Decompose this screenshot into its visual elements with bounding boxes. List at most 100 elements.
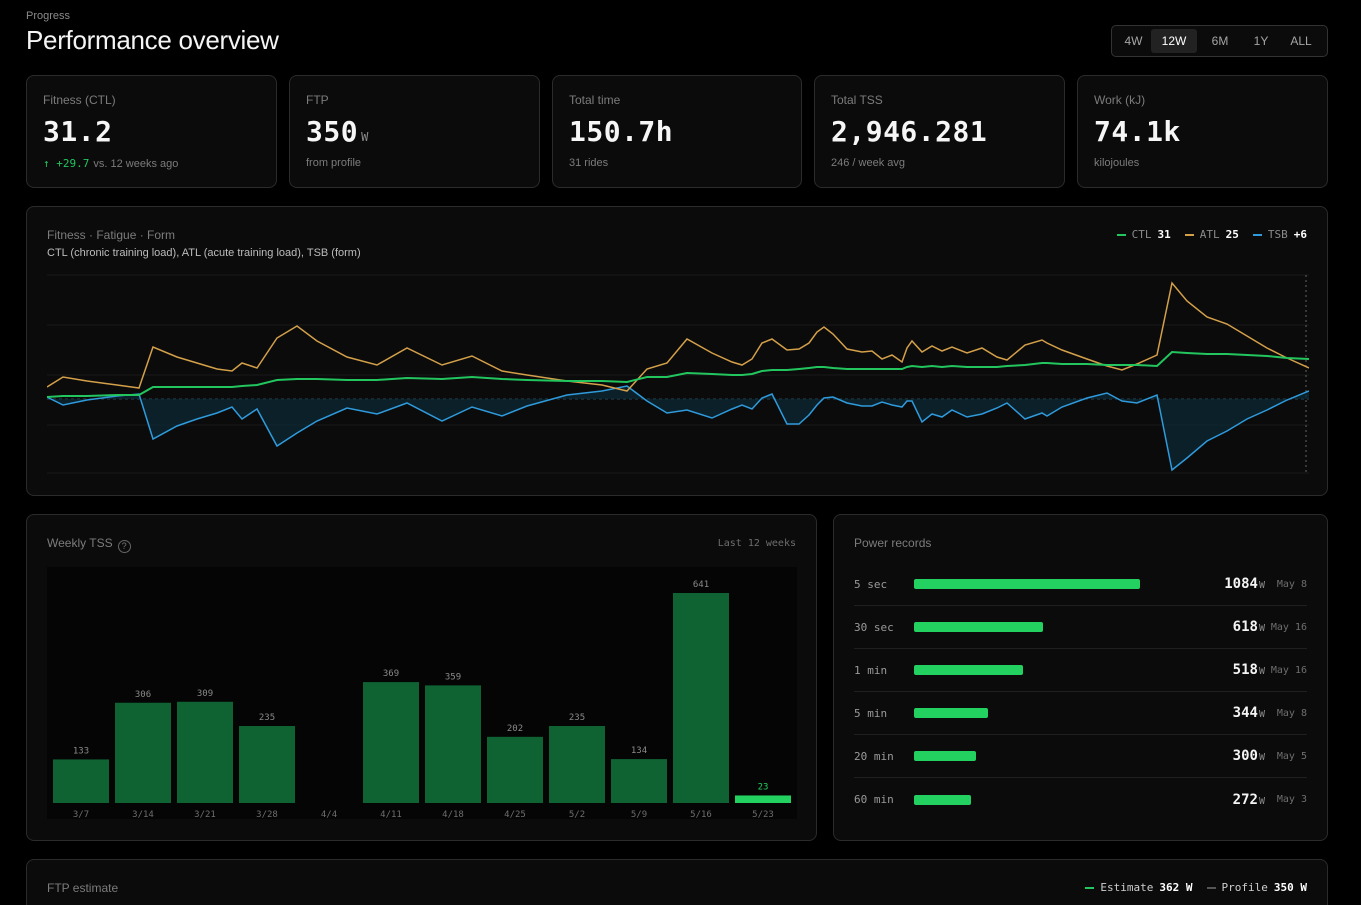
x-tick-label: 3/7 [73,810,89,820]
power-record-value: 518W [1232,662,1265,678]
power-record-date: May 16 [1270,664,1307,676]
bar-value-label: 235 [259,713,275,723]
bar-3/28[interactable] [239,726,295,803]
stat-label: Total time [569,93,621,107]
x-tick-label: 4/18 [442,810,464,820]
ftp-legend: Estimate 362 W Profile 350 W [1085,881,1307,894]
power-records-panel: Power records 5 sec 1084W May 8 30 sec 618W M… [833,514,1328,841]
pmc-title: Fitness · Fatigue · Form [47,228,176,242]
stat-value: 150.7h [569,115,674,148]
x-tick-label: 5/2 [569,810,585,820]
legend-tsb: TSB +6 [1252,228,1307,241]
legend-atl: ATL 25 [1184,228,1239,241]
power-record-bar-track [914,708,1199,718]
x-tick-label: 4/11 [380,810,402,820]
stat-value: 31.2 [43,115,113,148]
stat-sub: kilojoules [1094,157,1140,169]
stat-card-work: Work (kJ) 74.1k kilojoules [1077,75,1328,188]
bar-4/18[interactable] [425,685,481,803]
power-record-unit: W [1258,752,1265,763]
page-eyebrow: Progress [26,10,71,22]
range-1y-button[interactable]: 1Y [1253,34,1269,48]
power-record-date: May 16 [1270,621,1307,633]
bar-value-label: 359 [445,672,461,682]
stat-label: Work (kJ) [1094,93,1146,107]
stat-label: FTP [306,93,329,107]
stat-sub: 31 rides [569,157,609,169]
power-record-row: 5 sec 1084W May 8 [854,563,1307,606]
bar-value-label: 235 [569,713,585,723]
x-tick-label: 5/23 [752,810,774,820]
pmc-subtitle: CTL (chronic training load), ATL (acute … [47,247,361,259]
stat-card-total-time: Total time 150.7h 31 rides [552,75,802,188]
x-tick-label: 5/16 [690,810,712,820]
power-record-bar-track [914,665,1199,675]
power-record-row: 1 min 518W May 16 [854,649,1307,692]
bar-value-label: 641 [693,580,709,590]
bar-3/21[interactable] [177,701,233,803]
bar-value-label: 202 [507,724,523,734]
stat-value: 74.1k [1094,115,1181,148]
bar-4/25[interactable] [487,736,543,803]
power-record-date: May 8 [1276,578,1307,590]
weekly-tss-panel: Weekly TSS? Last 12 weeks 133 3/7 306 3/14 3… [26,514,817,841]
ftp-estimate-panel: FTP estimate Estimate 362 W Profile 350 W [26,859,1328,905]
x-tick-label: 5/9 [631,810,647,820]
bar-3/14[interactable] [115,702,171,803]
power-record-date: May 3 [1276,794,1307,805]
power-record-duration: 1 min [854,663,888,677]
bar-4/11[interactable] [363,682,419,803]
power-record-row: 60 min 272W May 3 [854,778,1307,821]
legend-profile: Profile 350 W [1206,881,1307,894]
question-circle-icon[interactable]: ? [117,539,131,553]
bar-value-label: 134 [631,746,647,756]
bar-5/23[interactable] [735,795,791,803]
power-record-unit: W [1258,666,1265,677]
weekly-tss-title: Weekly TSS? [47,536,131,553]
x-tick-label: 3/14 [132,810,154,820]
stat-label: Total TSS [831,93,883,107]
power-record-row: 20 min 300W May 5 [854,735,1307,778]
range-4w-button[interactable]: 4W [1124,34,1143,48]
stat-value: 2,946.281 [831,115,988,148]
power-record-unit: W [1258,709,1265,720]
power-record-duration: 60 min [854,793,894,806]
power-record-row: 30 sec 618W May 16 [854,606,1307,649]
power-record-unit: W [1258,580,1265,591]
power-record-value: 300W [1232,748,1265,764]
x-tick-label: 3/28 [256,810,278,820]
ftp-estimate-title: FTP estimate [47,881,119,895]
pmc-chart-panel: Fitness · Fatigue · Form CTL (chronic tr… [26,206,1328,496]
power-record-date: May 5 [1276,750,1307,762]
stat-sub: 246 / week avg [831,157,905,169]
power-record-duration: 5 sec [854,577,888,591]
power-record-bar [914,751,977,761]
bar-5/2[interactable] [549,726,605,803]
weekly-tss-period: Last 12 weeks [717,538,796,549]
bar-value-label: 23 [758,782,769,792]
bar-5/16[interactable] [673,593,729,803]
power-record-bar [914,622,1043,632]
range-12w-button[interactable]: 12W [1151,29,1197,53]
stat-card-total-tss: Total TSS 2,946.281 246 / week avg [814,75,1065,188]
power-record-bar [914,708,989,718]
power-record-bar-track [914,751,1199,761]
bar-3/7[interactable] [53,759,109,803]
power-record-date: May 8 [1276,707,1307,719]
weekly-tss-chart[interactable]: 133 3/7 306 3/14 309 3/21 235 3/28 4/4 369 4/11 359… [47,567,797,823]
power-record-value: 618W [1232,619,1265,635]
ctl-line [47,350,1309,398]
power-record-unit: W [1258,623,1265,634]
power-record-value: 1084W [1224,576,1265,592]
power-record-duration: 5 min [854,706,888,720]
power-record-row: 5 min 344W May 8 [854,692,1307,735]
legend-estimate: Estimate 362 W [1085,881,1193,894]
bar-value-label: 133 [73,746,89,756]
pmc-chart[interactable] [47,273,1309,479]
bar-5/9[interactable] [611,759,667,803]
stat-card-fitness: Fitness (CTL) 31.2 ↑ +29.7 vs. 12 weeks a… [26,75,277,188]
power-record-bar [914,794,971,805]
range-all-button[interactable]: ALL [1290,34,1312,48]
range-6m-button[interactable]: 6M [1211,34,1229,48]
power-records-title: Power records [854,536,932,550]
